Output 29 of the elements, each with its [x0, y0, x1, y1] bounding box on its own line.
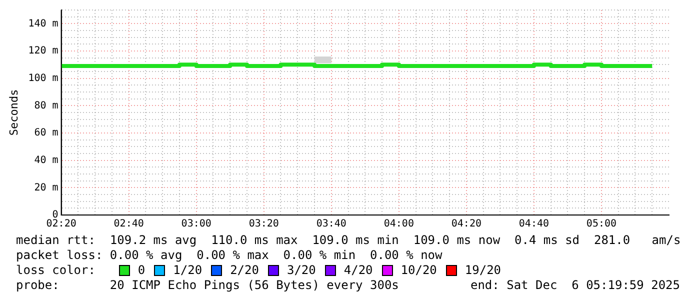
- y-tick-label: 80 m: [34, 100, 58, 112]
- y-tick-label: 120 m: [28, 46, 58, 57]
- legend-label: 10/20: [400, 263, 437, 278]
- x-tick-label: 03:20: [248, 218, 279, 230]
- x-tick-label: 03:00: [181, 218, 212, 230]
- legend-label: 0: [138, 263, 146, 278]
- y-tick-label: 100 m: [28, 72, 58, 84]
- legend-label: 19/20: [464, 263, 502, 278]
- legend-label: 2/20: [230, 263, 259, 278]
- x-tick-label: 05:00: [586, 218, 617, 230]
- legend-title: loss color:: [16, 263, 96, 278]
- x-tick-label: 02:20: [46, 218, 76, 230]
- x-tick-label: 04:20: [451, 218, 482, 230]
- legend-label: 1/20: [173, 263, 202, 278]
- y-tick-label: 40 m: [34, 154, 58, 166]
- text: median rtt: 109.2 ms avg 110.0 ms max 109.0 ms min 109.0 ms now 0.4 ms sd 281.0 am/s: [16, 233, 682, 248]
- x-tick-label: 04:40: [518, 218, 550, 230]
- legend-label: 3/20: [286, 263, 316, 278]
- y-tick-label: 140 m: [28, 18, 58, 30]
- text: probe: 20 ICMP Echo Pings (56 Bytes) every 300s: [16, 278, 399, 293]
- text: end: Sat Dec 6 05:19:59 2025: [470, 278, 680, 293]
- legend-label: 4/20: [344, 263, 373, 278]
- y-tick-label: 20 m: [34, 182, 58, 194]
- text: packet loss: 0.00 % avg 0.00 % max 0.00 % min 0.00 % now: [16, 248, 444, 263]
- y-axis-title: Seconds: [7, 89, 20, 136]
- x-tick-label: 03:40: [316, 218, 346, 230]
- x-tick-label: 04:00: [384, 218, 414, 230]
- x-tick-label: 02:40: [114, 218, 144, 230]
- y-tick-label: 60 m: [34, 128, 58, 139]
